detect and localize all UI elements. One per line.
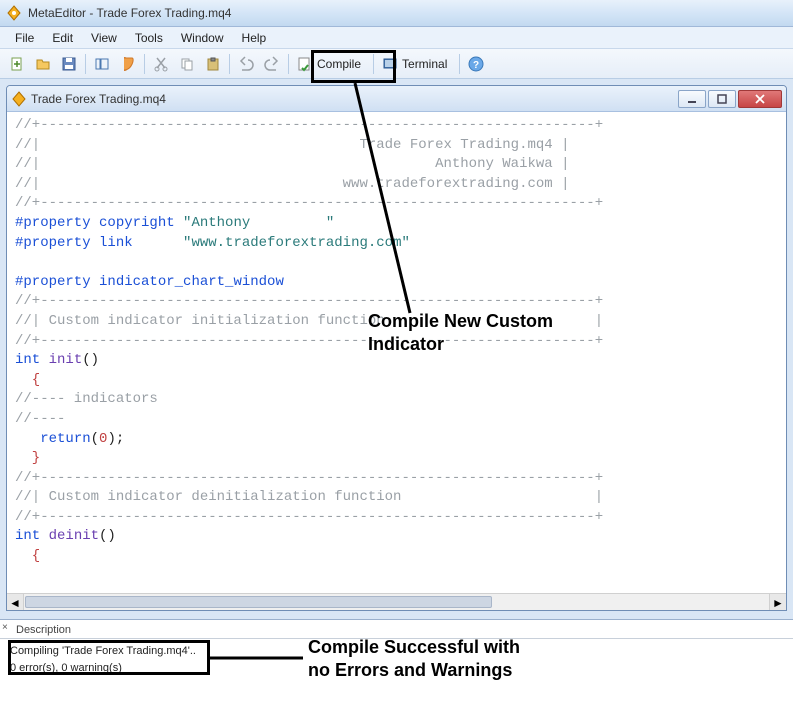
- app-icon: [6, 5, 22, 21]
- scroll-thumb[interactable]: [25, 596, 492, 608]
- toolbar: Compile Terminal ?: [0, 49, 793, 79]
- nav-button-1[interactable]: [90, 52, 114, 76]
- output-line-2: 0 error(s), 0 warning(s): [10, 660, 783, 677]
- paste-button[interactable]: [201, 52, 225, 76]
- compile-label: Compile: [317, 57, 361, 71]
- code-editor[interactable]: //+-------------------------------------…: [7, 112, 786, 593]
- window-controls: [678, 90, 782, 108]
- titlebar-text: MetaEditor - Trade Forex Trading.mq4: [28, 6, 231, 20]
- panel-close-icon[interactable]: ×: [2, 622, 14, 634]
- undo-button[interactable]: [234, 52, 258, 76]
- document-icon: [11, 91, 27, 107]
- output-panel: × Description Compiling 'Trade Forex Tra…: [0, 619, 793, 719]
- toolbar-separator: [85, 54, 86, 74]
- help-button[interactable]: ?: [464, 52, 488, 76]
- terminal-label: Terminal: [402, 57, 447, 71]
- toolbar-separator: [373, 54, 374, 74]
- minimize-button[interactable]: [678, 90, 706, 108]
- menu-tools[interactable]: Tools: [126, 28, 172, 48]
- scroll-left-icon[interactable]: ◄: [7, 594, 24, 611]
- cut-button[interactable]: [149, 52, 173, 76]
- close-button[interactable]: [738, 90, 782, 108]
- menu-view[interactable]: View: [82, 28, 126, 48]
- toolbar-separator: [459, 54, 460, 74]
- copy-button[interactable]: [175, 52, 199, 76]
- code-window: Trade Forex Trading.mq4 //+-------------…: [6, 85, 787, 611]
- menubar: File Edit View Tools Window Help: [0, 27, 793, 49]
- output-header: Description: [0, 620, 793, 639]
- titlebar: MetaEditor - Trade Forex Trading.mq4: [0, 0, 793, 27]
- new-button[interactable]: [5, 52, 29, 76]
- scroll-right-icon[interactable]: ►: [769, 594, 786, 611]
- workspace: Trade Forex Trading.mq4 //+-------------…: [0, 79, 793, 619]
- open-button[interactable]: [31, 52, 55, 76]
- svg-text:?: ?: [473, 60, 479, 71]
- output-line-1: Compiling 'Trade Forex Trading.mq4'..: [10, 643, 783, 660]
- horizontal-scrollbar[interactable]: ◄ ►: [7, 593, 786, 610]
- maximize-button[interactable]: [708, 90, 736, 108]
- menu-window[interactable]: Window: [172, 28, 233, 48]
- compile-button[interactable]: Compile: [292, 52, 370, 76]
- code-window-title: Trade Forex Trading.mq4: [27, 92, 678, 106]
- menu-edit[interactable]: Edit: [43, 28, 82, 48]
- code-window-titlebar[interactable]: Trade Forex Trading.mq4: [7, 86, 786, 112]
- toolbar-separator: [288, 54, 289, 74]
- toolbar-separator: [229, 54, 230, 74]
- terminal-button[interactable]: Terminal: [377, 52, 456, 76]
- output-body: Compiling 'Trade Forex Trading.mq4'.. 0 …: [0, 639, 793, 680]
- menu-file[interactable]: File: [6, 28, 43, 48]
- save-button[interactable]: [57, 52, 81, 76]
- toolbar-separator: [144, 54, 145, 74]
- redo-button[interactable]: [260, 52, 284, 76]
- menu-help[interactable]: Help: [233, 28, 276, 48]
- nav-button-2[interactable]: [116, 52, 140, 76]
